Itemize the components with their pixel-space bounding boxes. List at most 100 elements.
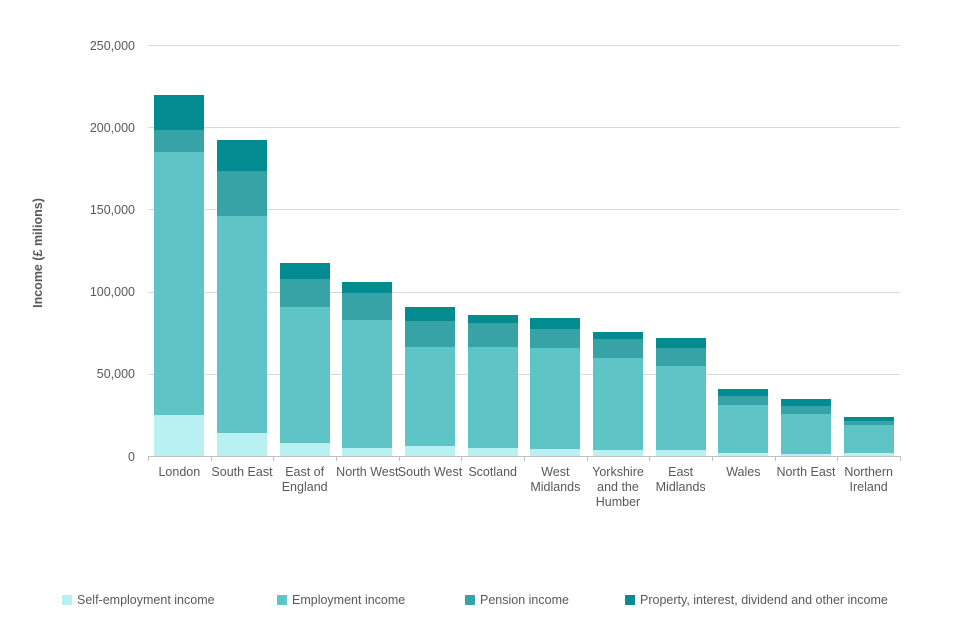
bar-segment bbox=[467, 447, 518, 456]
bar-segment bbox=[154, 151, 205, 415]
x-category-label: Northern Ireland bbox=[844, 465, 893, 494]
x-category-label: Yorkshire and the Humber bbox=[592, 465, 644, 509]
bar-south-east bbox=[217, 45, 267, 456]
bar-segment bbox=[781, 405, 831, 415]
bar-segment bbox=[405, 446, 455, 456]
bar-segment bbox=[718, 389, 769, 396]
legend-swatch-icon bbox=[277, 595, 287, 605]
bar-segment bbox=[655, 348, 706, 367]
y-tick-label: 250,000 bbox=[89, 38, 135, 53]
bar-segment bbox=[154, 95, 205, 130]
bar-segment bbox=[279, 442, 330, 456]
bar-east-of-england bbox=[279, 45, 330, 456]
bar-east-midlands bbox=[655, 45, 706, 456]
legend-swatch-icon bbox=[625, 595, 635, 605]
x-category-label: North East bbox=[776, 465, 836, 479]
bar-segment bbox=[405, 321, 455, 347]
x-category-label: East of England bbox=[281, 465, 328, 494]
bar-segment bbox=[217, 432, 267, 456]
bar-segment bbox=[217, 170, 267, 216]
y-tick-label: 150,000 bbox=[89, 202, 135, 217]
bar-segment bbox=[405, 346, 455, 447]
x-category-label: West Midlands bbox=[530, 465, 581, 494]
bar-segment bbox=[655, 450, 706, 456]
bar-segment bbox=[718, 405, 769, 453]
bar-segment bbox=[655, 366, 706, 451]
x-axis-tick bbox=[774, 456, 776, 461]
bar-segment bbox=[467, 346, 518, 448]
bar-south-west bbox=[405, 45, 455, 456]
legend-swatch-icon bbox=[465, 595, 475, 605]
bar-segment bbox=[154, 129, 205, 152]
bar-segment bbox=[843, 420, 894, 425]
x-category-label: Wales bbox=[726, 465, 761, 479]
bar-segment bbox=[593, 358, 643, 451]
gridline bbox=[148, 373, 900, 375]
bar-segment bbox=[593, 339, 643, 359]
bar-segment bbox=[530, 348, 581, 450]
bar-segment bbox=[279, 307, 330, 443]
bar-segment bbox=[154, 414, 205, 456]
bar-west-midlands bbox=[530, 45, 581, 456]
x-axis-tick bbox=[461, 456, 463, 461]
bar-segment bbox=[593, 331, 643, 340]
x-axis-tick bbox=[273, 456, 275, 461]
x-axis-tick bbox=[524, 456, 525, 461]
bar-segment bbox=[843, 424, 894, 453]
x-category-label: Scotland bbox=[468, 465, 517, 479]
bar-segment bbox=[342, 447, 393, 456]
x-category-label: East Midlands bbox=[655, 465, 706, 494]
x-axis-tick bbox=[712, 456, 713, 461]
bar-segment bbox=[843, 416, 894, 421]
bar-segment bbox=[342, 319, 393, 448]
bar-segment bbox=[781, 399, 831, 406]
bar-segment bbox=[781, 453, 831, 456]
bar-wales bbox=[718, 45, 769, 456]
bar-segment bbox=[781, 414, 831, 454]
bar-segment bbox=[593, 450, 643, 456]
bar-segment bbox=[217, 215, 267, 433]
bar-scotland bbox=[467, 45, 518, 456]
legend-swatch-icon bbox=[62, 595, 72, 605]
bar-segment bbox=[530, 328, 581, 349]
gridline bbox=[148, 127, 900, 129]
gridline bbox=[148, 291, 900, 293]
gridline bbox=[148, 209, 900, 211]
bar-segment bbox=[467, 322, 518, 347]
y-tick-label: 0 bbox=[128, 449, 135, 464]
bar-segment bbox=[530, 317, 581, 329]
bar-yorkshire-and-the-humber bbox=[593, 45, 643, 456]
bar-northern-ireland bbox=[843, 45, 894, 456]
y-tick-label: 200,000 bbox=[89, 120, 135, 135]
y-axis-title: Income (£ milions) bbox=[31, 198, 45, 308]
x-category-label: South East bbox=[211, 465, 273, 479]
bar-segment bbox=[279, 279, 330, 308]
bar-north-east bbox=[781, 45, 831, 456]
bar-segment bbox=[530, 449, 581, 456]
x-category-label: South West bbox=[397, 465, 463, 479]
bar-segment bbox=[843, 452, 894, 456]
bar-segment bbox=[342, 281, 393, 294]
legend-label: Pension income bbox=[480, 593, 569, 607]
bar-segment bbox=[405, 307, 455, 322]
bar-segment bbox=[342, 293, 393, 320]
y-tick-label: 100,000 bbox=[89, 285, 135, 300]
x-axis-tick bbox=[586, 456, 588, 461]
x-axis-tick bbox=[837, 456, 839, 461]
bar-segment bbox=[467, 314, 518, 323]
x-axis-tick bbox=[900, 456, 901, 461]
legend-label: Employment income bbox=[292, 593, 406, 607]
x-category-label: North West bbox=[336, 465, 399, 479]
x-axis-tick bbox=[336, 456, 337, 461]
x-axis-tick bbox=[649, 456, 651, 461]
legend-label: Property, interest, dividend and other i… bbox=[640, 593, 888, 607]
x-axis-tick bbox=[148, 456, 149, 461]
bar-segment bbox=[718, 395, 769, 406]
bar-north-west bbox=[342, 45, 393, 456]
bar-segment bbox=[655, 338, 706, 349]
legend-label: Self-employment income bbox=[77, 593, 215, 607]
bar-segment bbox=[217, 140, 267, 171]
bar-segment bbox=[718, 452, 769, 456]
gridline bbox=[148, 45, 900, 46]
